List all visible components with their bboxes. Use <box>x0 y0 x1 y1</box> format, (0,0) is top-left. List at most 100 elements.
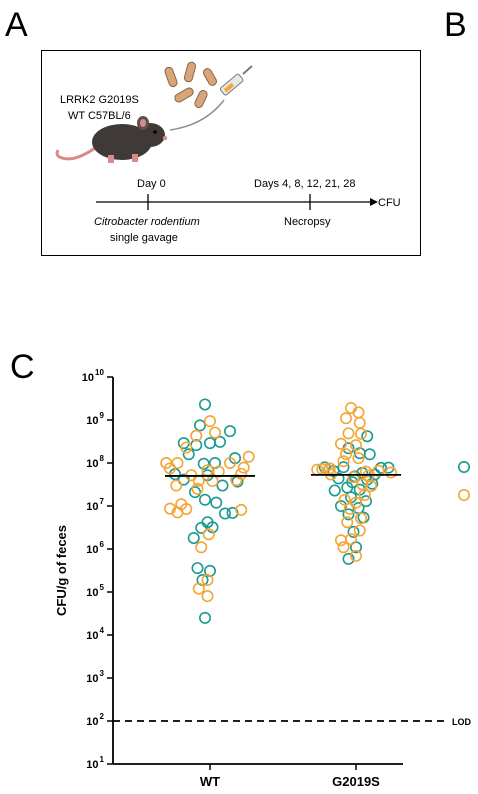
data-point-wt-orange <box>192 582 205 595</box>
legend-marker-teal <box>457 460 470 473</box>
data-point-wt-teal <box>187 532 200 545</box>
data-point-g2019s-orange <box>352 452 365 465</box>
timeline <box>96 194 378 210</box>
data-point-g2019s-orange <box>354 427 367 440</box>
y-tick-exponent: 4 <box>100 626 105 635</box>
data-point-g2019s-orange <box>349 549 362 562</box>
data-point-wt-orange <box>242 450 255 463</box>
panel-label-a: A <box>5 6 28 44</box>
data-point-g2019s-orange <box>347 471 360 484</box>
data-point-wt-teal <box>194 419 207 432</box>
data-point-g2019s-orange <box>334 534 347 547</box>
bacteria-icon <box>164 61 217 109</box>
data-point-g2019s-orange <box>339 448 352 461</box>
y-tick-label: 10 <box>86 673 98 685</box>
timeline-label-days: Days 4, 8, 12, 21, 28 <box>254 178 356 190</box>
data-point-wt-orange <box>224 456 237 469</box>
data-point-g2019s-orange <box>356 478 369 491</box>
y-tick-label: 10 <box>86 759 98 771</box>
data-point-g2019s-teal <box>337 461 350 474</box>
y-tick-exponent: 2 <box>100 712 105 721</box>
data-point-wt-teal <box>199 611 212 624</box>
data-point-g2019s-orange <box>341 516 354 529</box>
y-tick-exponent: 6 <box>100 540 105 549</box>
mouse-icon <box>55 116 168 163</box>
y-tick-label: 10 <box>86 630 98 642</box>
data-point-g2019s-orange <box>384 466 397 479</box>
data-point-g2019s-orange <box>349 496 362 509</box>
data-point-wt-teal <box>199 398 212 411</box>
data-point-g2019s-orange <box>353 524 366 537</box>
data-point-wt-teal <box>189 486 202 499</box>
experiment-schematic <box>41 50 421 256</box>
data-point-wt-orange <box>195 541 208 554</box>
data-point-g2019s-orange <box>358 489 371 502</box>
y-tick-exponent: 3 <box>100 669 105 678</box>
data-point-g2019s-orange <box>338 493 351 506</box>
data-point-wt-orange <box>170 479 183 492</box>
data-point-wt-orange <box>190 429 203 442</box>
data-point-g2019s-orange <box>334 437 347 450</box>
data-point-wt-orange <box>235 503 248 516</box>
y-tick-label: 10 <box>86 458 98 470</box>
organism-label: Citrobacter rodentium <box>94 216 200 228</box>
data-point-g2019s-orange <box>323 462 336 475</box>
data-point-g2019s-teal <box>342 508 355 521</box>
data-point-wt-teal <box>216 479 229 492</box>
data-point-wt-teal <box>191 562 204 575</box>
timeline-label-cfu: CFU <box>378 197 401 209</box>
y-tick-label: 10 <box>86 501 98 513</box>
data-point-wt-teal <box>214 435 227 448</box>
y-axis-label: CFU/g of feces <box>54 525 69 616</box>
y-tick-exponent: 5 <box>100 583 105 592</box>
y-tick-label: 10 <box>86 587 98 599</box>
y-tick-exponent: 8 <box>100 454 105 463</box>
timeline-arrowhead <box>370 198 378 206</box>
data-point-g2019s-teal <box>363 448 376 461</box>
data-point-g2019s-teal <box>342 552 355 565</box>
data-point-wt-orange <box>180 441 193 454</box>
data-point-wt-teal <box>199 493 212 506</box>
data-point-g2019s-orange <box>353 416 366 429</box>
y-tick-label: 10 <box>86 415 98 427</box>
y-tick-exponent: 7 <box>100 497 105 506</box>
panel-label-c: C <box>10 348 35 386</box>
data-point-g2019s-orange <box>354 512 367 525</box>
necropsy-label: Necropsy <box>284 216 331 228</box>
data-point-wt-orange <box>204 415 217 428</box>
data-point-g2019s-orange <box>342 427 355 440</box>
data-point-g2019s-teal <box>374 461 387 474</box>
data-point-wt-orange <box>171 456 184 469</box>
data-point-g2019s-teal <box>347 525 360 538</box>
data-point-wt-orange <box>201 590 214 603</box>
strain-label-wt: WT C57BL/6 <box>68 110 131 122</box>
y-tick-label: 10 <box>82 372 94 384</box>
data-point-g2019s-orange <box>364 480 377 493</box>
data-point-wt-teal <box>197 457 210 470</box>
data-point-g2019s-teal <box>361 430 374 443</box>
timeline-label-day0: Day 0 <box>137 178 166 190</box>
data-point-wt-orange <box>201 574 214 587</box>
data-point-wt-orange <box>230 474 243 487</box>
y-tick-exponent: 10 <box>95 368 104 377</box>
data-point-g2019s-orange <box>337 455 350 468</box>
data-point-wt-teal <box>219 507 232 520</box>
data-point-wt-orange <box>209 426 222 439</box>
data-point-g2019s-orange <box>372 464 385 477</box>
strain-label-lrrk2: LRRK2 G2019S <box>60 94 139 106</box>
x-tick-label: G2019S <box>332 774 380 789</box>
data-point-g2019s-orange <box>343 502 356 515</box>
data-point-wt-orange <box>191 482 204 495</box>
data-point-wt-orange <box>237 461 250 474</box>
data-point-wt-teal <box>224 425 237 438</box>
syringe-icon <box>169 65 253 131</box>
y-tick-label: 10 <box>86 544 98 556</box>
data-point-wt-orange <box>171 506 184 519</box>
data-point-wt-teal <box>206 521 219 534</box>
y-tick-exponent: 1 <box>100 755 105 764</box>
legend-marker-orange <box>457 488 470 501</box>
data-point-wt-teal <box>195 521 208 534</box>
y-tick-exponent: 9 <box>100 411 105 420</box>
